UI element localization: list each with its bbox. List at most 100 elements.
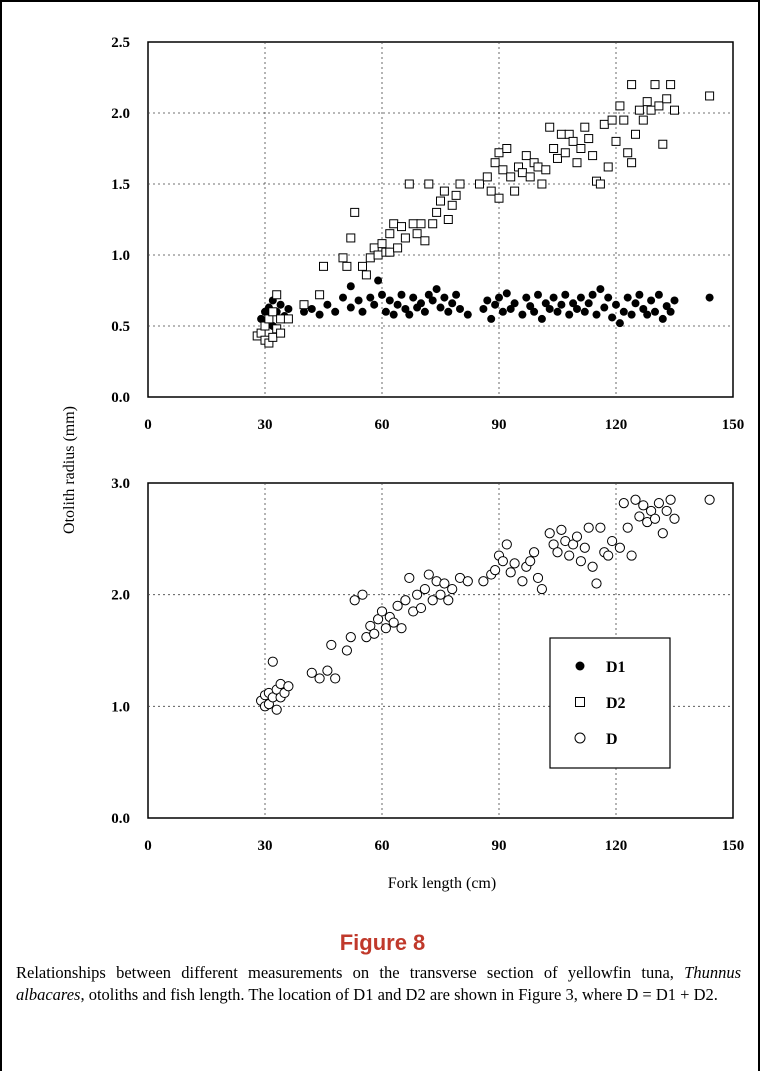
point-d1 (385, 296, 394, 305)
y-tick-label: 0.5 (111, 319, 130, 335)
point-d1 (315, 310, 324, 319)
point-d1 (436, 303, 445, 312)
point-d1 (588, 290, 597, 299)
point-d2 (521, 151, 531, 161)
point-d (345, 632, 356, 643)
point-d (412, 589, 423, 600)
point-d2 (615, 101, 625, 111)
point-d2 (556, 129, 566, 139)
point-d2 (595, 179, 605, 189)
point-d1 (397, 290, 406, 299)
point-d1 (432, 285, 441, 294)
point-d (509, 558, 520, 569)
point-d1 (479, 304, 488, 313)
point-d (314, 673, 325, 684)
point-d1 (487, 314, 496, 323)
caption-text-2: , otoliths and fish length. The location… (80, 984, 718, 1004)
point-d1 (440, 293, 449, 302)
point-d2 (416, 219, 426, 229)
point-d (595, 522, 606, 533)
point-d1 (331, 307, 340, 316)
point-d (614, 542, 626, 553)
point-d (400, 595, 411, 606)
point-d2 (319, 261, 328, 271)
point-d1 (534, 290, 542, 299)
point-d (435, 589, 446, 600)
y-tick-label: 0.0 (111, 811, 130, 827)
point-d1 (635, 290, 644, 299)
point-d1 (647, 296, 656, 305)
point-d (369, 628, 380, 639)
point-d2 (436, 196, 445, 206)
point-d (497, 556, 508, 567)
point-d2 (642, 97, 652, 107)
point-d1 (537, 314, 546, 323)
point-d1 (346, 282, 355, 291)
point-d (634, 511, 645, 522)
point-d2 (358, 261, 367, 271)
point-d2 (611, 136, 621, 146)
x-tick-label: 150 (722, 838, 745, 854)
point-d1 (495, 293, 503, 302)
point-d2 (537, 179, 547, 189)
point-d (657, 528, 668, 539)
point-d2 (451, 190, 461, 200)
x-tick-label: 0 (144, 417, 152, 433)
point-d1 (444, 307, 453, 316)
x-axis-title: Fork length (cm) (388, 875, 496, 892)
y-tick-label: 3.0 (111, 476, 130, 492)
point-d (607, 535, 618, 547)
point-d2 (603, 162, 613, 172)
point-d1 (670, 296, 679, 305)
point-d1 (483, 296, 492, 305)
point-d1 (456, 304, 464, 313)
point-d (638, 500, 649, 511)
point-d1 (608, 313, 617, 322)
point-d (341, 645, 352, 656)
point-d2 (654, 101, 664, 111)
point-d1 (604, 293, 613, 302)
point-d1 (401, 304, 410, 313)
point-d (587, 561, 598, 572)
point-d (404, 572, 415, 584)
x-tick-label: 0 (144, 838, 152, 854)
point-d (591, 578, 602, 589)
point-d1 (639, 304, 648, 313)
y-tick-label: 2.0 (111, 588, 130, 604)
point-d (462, 576, 473, 587)
point-d (525, 556, 536, 567)
point-d (603, 550, 614, 561)
point-d (704, 494, 715, 505)
point-d2 (338, 253, 348, 263)
point-d1 (565, 310, 574, 319)
point-d2 (361, 270, 371, 280)
point-d (415, 602, 427, 614)
point-d1 (651, 307, 659, 316)
x-tick-label: 120 (605, 417, 628, 433)
point-d2 (385, 247, 395, 257)
point-d2 (525, 172, 535, 182)
x-tick-label: 30 (258, 838, 273, 854)
point-d2 (494, 193, 504, 203)
point-d (326, 639, 337, 651)
point-d2 (447, 200, 457, 210)
point-d (564, 550, 575, 561)
point-d1 (502, 289, 511, 298)
point-d1 (553, 307, 562, 316)
legend-label-d2: D2 (606, 695, 626, 712)
point-d (505, 567, 516, 578)
caption-text-1: Relationships between different measurem… (16, 963, 685, 982)
point-d2 (502, 144, 512, 153)
point-d1 (561, 290, 570, 299)
point-d2 (627, 158, 637, 168)
point-d2 (397, 222, 406, 232)
point-d2 (670, 105, 679, 115)
x-tick-label: 30 (258, 417, 273, 433)
point-d (556, 524, 567, 536)
point-d (478, 576, 489, 587)
point-d2 (350, 207, 360, 217)
point-d2 (619, 115, 629, 125)
point-d2 (373, 250, 383, 260)
point-d1 (573, 304, 581, 313)
y-axis-title: Otolith radius (mm) (61, 406, 78, 534)
